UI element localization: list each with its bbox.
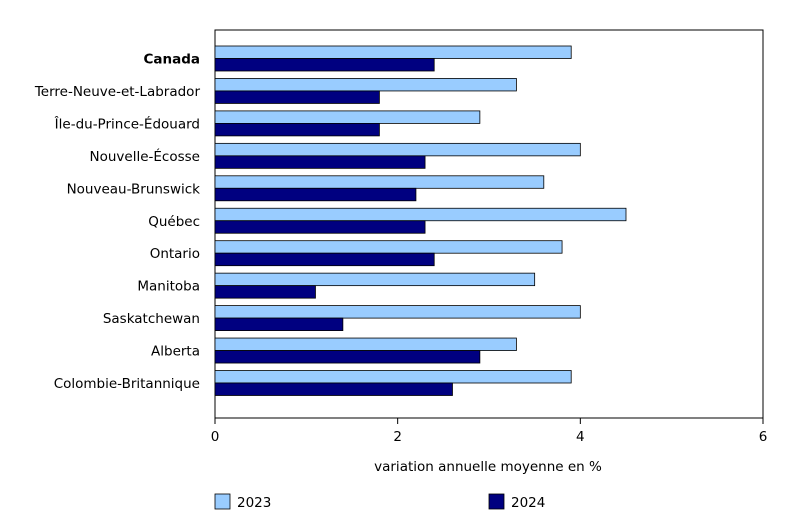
bar-2023 xyxy=(214,45,572,59)
legend-label: 2023 xyxy=(237,495,271,511)
legend-label: 2024 xyxy=(511,495,545,511)
x-tick-label: 0 xyxy=(211,429,220,445)
category-label: Ontario xyxy=(150,246,200,262)
category-label: Île-du-Prince-Édouard xyxy=(54,114,200,132)
category-label: Québec xyxy=(148,214,200,230)
bar-2024 xyxy=(214,220,426,234)
bar-2023 xyxy=(214,370,572,384)
bar-2023 xyxy=(214,110,481,124)
category-label: Saskatchewan xyxy=(103,311,200,327)
bar-2024 xyxy=(214,382,453,396)
bar-2023 xyxy=(214,207,627,222)
bar-2024 xyxy=(214,90,380,104)
bar-2024 xyxy=(214,58,435,72)
x-tick-label: 2 xyxy=(393,429,402,445)
bar-2024 xyxy=(214,350,481,364)
legend-swatch-2024 xyxy=(488,493,505,510)
bar-2024 xyxy=(214,123,380,137)
legend-swatch-2023 xyxy=(214,493,231,510)
bar-2024 xyxy=(214,317,344,332)
bar-2023 xyxy=(214,337,517,351)
bar-2023 xyxy=(214,142,581,157)
category-label: Manitoba xyxy=(137,279,200,295)
x-tick-label: 4 xyxy=(576,429,585,445)
bar-2023 xyxy=(214,240,563,254)
category-label: Alberta xyxy=(151,344,200,360)
category-label: Terre-Neuve-et-Labrador xyxy=(34,84,201,100)
x-axis-label: variation annuelle moyenne en % xyxy=(374,459,602,475)
bar-2023 xyxy=(214,78,517,92)
x-tick-label: 6 xyxy=(759,429,768,445)
category-label: Canada xyxy=(143,52,200,68)
bar-2023 xyxy=(214,175,545,189)
bar-2024 xyxy=(214,187,417,202)
bar-2023 xyxy=(214,305,581,319)
category-label: Nouvelle-Écosse xyxy=(90,148,200,165)
bar-2024 xyxy=(214,155,426,169)
bar-2023 xyxy=(214,272,536,287)
category-label: Colombie-Britannique xyxy=(54,376,200,392)
bar-2024 xyxy=(214,285,316,299)
category-label: Nouveau-Brunswick xyxy=(67,181,201,197)
bar-2024 xyxy=(214,252,435,267)
